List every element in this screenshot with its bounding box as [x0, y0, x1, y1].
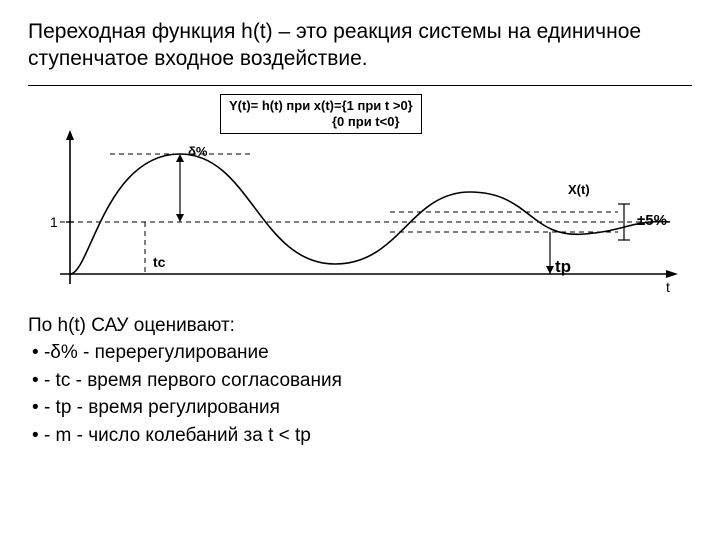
one-label: 1	[50, 214, 58, 230]
footer-item-1-text: -δ% - перерегулирование	[44, 342, 269, 363]
tp-arrow	[546, 266, 554, 274]
xt-label: X(t)	[568, 182, 590, 197]
footer-item-2: • - tc - время первого согласования	[28, 367, 692, 395]
formula-box: Y(t)= h(t) при x(t)={1 при t >0} {0 при …	[220, 94, 422, 135]
x-axis-arrow	[666, 270, 678, 278]
footer-text: По h(t) САУ оценивают: • -δ% - перерегул…	[28, 312, 692, 450]
footer-item-1: • -δ% - перерегулирование	[28, 339, 692, 367]
delta-arrow-bot	[176, 214, 184, 222]
tp-label: tр	[555, 257, 571, 277]
y-axis-arrow	[66, 130, 74, 140]
footer-item-3-text: - tp - время регулирования	[44, 397, 280, 418]
footer-heading: По h(t) САУ оценивают:	[28, 312, 692, 340]
title-underline	[28, 85, 692, 86]
formula-line-1: Y(t)= h(t) при x(t)={1 при t >0}	[229, 98, 413, 114]
t-label: t	[666, 279, 670, 295]
tc-label: tс	[153, 254, 165, 270]
footer-item-4: • - m - число колебаний за t < tp	[28, 422, 692, 450]
page-title: Переходная функция h(t) – это реакция си…	[28, 18, 692, 73]
pm5-label: ±5%	[637, 212, 667, 229]
delta-arrow-top	[176, 154, 184, 162]
chart-area: Y(t)= h(t) при x(t)={1 при t >0} {0 при …	[30, 94, 690, 304]
formula-line-2: {0 при t<0}	[229, 114, 413, 130]
footer-item-2-text: - tc - время первого согласования	[44, 370, 342, 391]
footer-item-4-text: - m - число колебаний за t < tp	[44, 425, 311, 446]
delta-label: δ%	[188, 144, 207, 159]
footer-item-3: • - tp - время регулирования	[28, 394, 692, 422]
